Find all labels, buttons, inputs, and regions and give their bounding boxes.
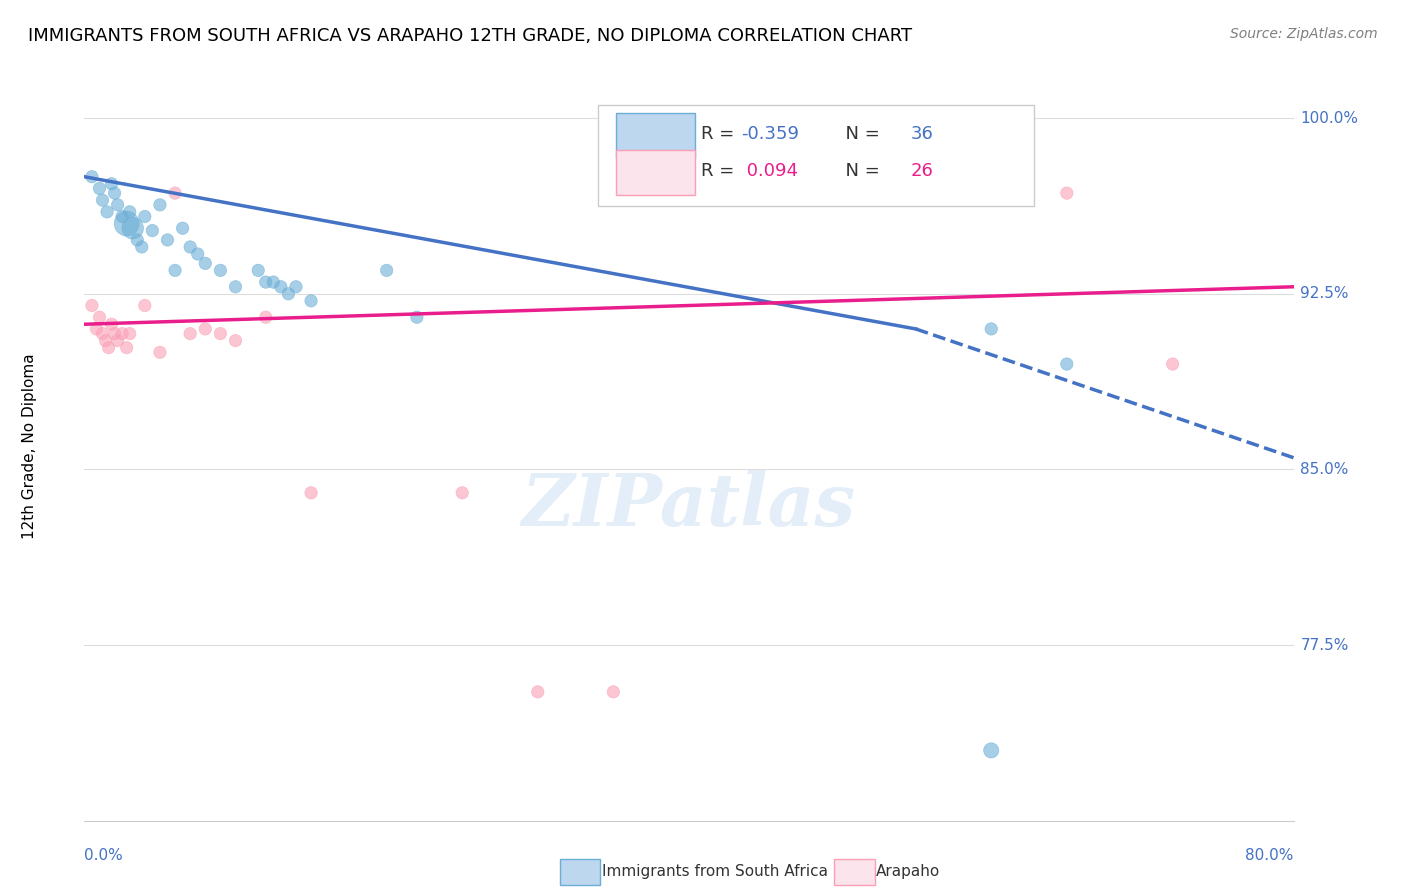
Point: [97, 341, 120, 355]
Text: 36: 36: [910, 125, 934, 143]
Point: [118, 326, 141, 341]
Point: [165, 186, 187, 200]
Point: [225, 279, 247, 293]
Point: [86, 322, 108, 336]
Point: [80, 298, 103, 312]
Point: [980, 743, 1002, 757]
Text: Source: ZipAtlas.com: Source: ZipAtlas.com: [1230, 27, 1378, 41]
Point: [121, 221, 143, 235]
Point: [134, 298, 156, 312]
Point: [247, 263, 270, 277]
Point: [127, 233, 149, 247]
Text: 0.094: 0.094: [741, 162, 799, 180]
Text: 12th Grade, No Diploma: 12th Grade, No Diploma: [22, 353, 38, 539]
Point: [254, 275, 277, 289]
Point: [277, 286, 299, 301]
Point: [451, 486, 474, 500]
Point: [1056, 186, 1078, 200]
Text: R =: R =: [702, 162, 740, 180]
Point: [80, 169, 103, 184]
Point: [141, 224, 163, 238]
Point: [187, 247, 209, 261]
Point: [406, 310, 429, 325]
Text: 80.0%: 80.0%: [1246, 848, 1294, 863]
Point: [111, 326, 134, 341]
Text: 77.5%: 77.5%: [1301, 638, 1348, 653]
Point: [115, 217, 138, 231]
Point: [179, 326, 201, 341]
Point: [602, 685, 624, 699]
Text: N =: N =: [834, 162, 886, 180]
Point: [149, 198, 172, 212]
FancyBboxPatch shape: [599, 105, 1033, 206]
Point: [172, 221, 194, 235]
Point: [209, 263, 232, 277]
Point: [115, 341, 138, 355]
Point: [980, 322, 1002, 336]
Point: [375, 263, 398, 277]
Text: 100.0%: 100.0%: [1301, 111, 1358, 126]
Point: [100, 177, 122, 191]
Text: -0.359: -0.359: [741, 125, 799, 143]
FancyBboxPatch shape: [616, 150, 695, 195]
Point: [111, 210, 134, 224]
Text: 92.5%: 92.5%: [1301, 286, 1348, 301]
Point: [1161, 357, 1184, 371]
Point: [194, 322, 217, 336]
Text: Immigrants from South Africa: Immigrants from South Africa: [602, 864, 828, 879]
Point: [89, 310, 111, 325]
Point: [107, 334, 129, 348]
Text: IMMIGRANTS FROM SOUTH AFRICA VS ARAPAHO 12TH GRADE, NO DIPLOMA CORRELATION CHART: IMMIGRANTS FROM SOUTH AFRICA VS ARAPAHO …: [28, 27, 912, 45]
Point: [91, 193, 114, 207]
Text: N =: N =: [834, 125, 886, 143]
Point: [131, 240, 153, 254]
Point: [91, 326, 114, 341]
Point: [299, 486, 322, 500]
Point: [262, 275, 284, 289]
Text: 26: 26: [910, 162, 934, 180]
Point: [107, 198, 129, 212]
Point: [1056, 357, 1078, 371]
Point: [179, 240, 201, 254]
Point: [149, 345, 172, 359]
Point: [254, 310, 277, 325]
Point: [194, 256, 217, 270]
Point: [96, 204, 118, 219]
Point: [118, 204, 141, 219]
FancyBboxPatch shape: [616, 112, 695, 158]
Point: [270, 279, 292, 293]
Point: [285, 279, 308, 293]
Point: [165, 263, 187, 277]
Point: [225, 334, 247, 348]
Point: [100, 317, 122, 331]
Text: Arapaho: Arapaho: [876, 864, 941, 879]
Text: ZIPatlas: ZIPatlas: [522, 470, 856, 541]
Text: R =: R =: [702, 125, 740, 143]
Point: [89, 181, 111, 195]
Point: [299, 293, 322, 308]
Text: 0.0%: 0.0%: [84, 848, 124, 863]
Point: [104, 326, 127, 341]
Point: [527, 685, 550, 699]
Point: [134, 210, 156, 224]
Point: [104, 186, 127, 200]
Point: [209, 326, 232, 341]
Point: [156, 233, 179, 247]
Text: 85.0%: 85.0%: [1301, 462, 1348, 477]
Point: [94, 334, 117, 348]
